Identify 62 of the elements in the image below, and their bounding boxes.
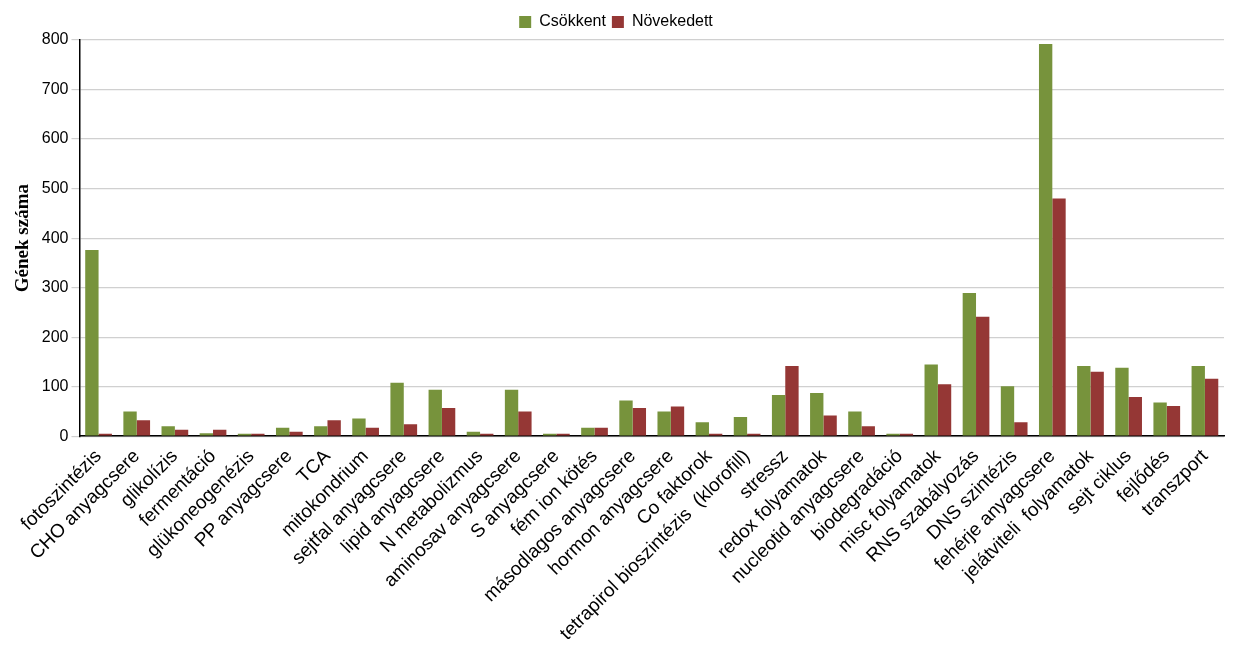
bar	[594, 427, 608, 436]
bar	[937, 384, 952, 436]
bar	[657, 411, 671, 436]
bar	[581, 427, 595, 436]
bar	[810, 393, 824, 436]
bar	[390, 382, 404, 436]
bar	[619, 400, 633, 436]
y-tick-label: 400	[41, 228, 69, 246]
bar	[861, 426, 875, 436]
bar	[924, 364, 938, 436]
bar	[504, 389, 519, 436]
bar	[289, 431, 303, 436]
bar	[1052, 198, 1066, 436]
legend-label: Növekedett	[631, 12, 714, 30]
bar	[1038, 43, 1053, 436]
y-tick-label: 100	[41, 377, 69, 395]
bar	[327, 420, 341, 436]
bar	[1166, 406, 1181, 436]
bar	[1204, 378, 1219, 436]
bar	[466, 431, 481, 436]
legend-label: Csökkent	[539, 12, 607, 30]
bar	[1128, 397, 1142, 436]
bar	[848, 411, 862, 436]
bar	[123, 411, 137, 436]
bar	[962, 293, 977, 436]
bar	[275, 427, 290, 436]
bar	[314, 426, 328, 436]
bar	[161, 426, 175, 436]
bar	[695, 422, 709, 436]
y-tick-label: 500	[41, 178, 69, 196]
bar	[1090, 371, 1104, 436]
bar	[1077, 365, 1091, 436]
bar	[976, 316, 990, 436]
bar	[733, 416, 748, 436]
bar	[771, 395, 786, 436]
bar	[1115, 367, 1129, 436]
bar	[136, 420, 151, 436]
bar	[352, 418, 366, 436]
y-tick-label: 0	[59, 426, 69, 444]
y-tick-label: 300	[41, 278, 69, 296]
bar	[785, 365, 799, 436]
y-tick-label: 800	[41, 30, 69, 48]
bar	[670, 406, 685, 436]
bar	[365, 427, 379, 436]
bar	[1153, 402, 1167, 436]
bar	[441, 407, 456, 436]
y-tick-label: 600	[41, 129, 69, 147]
bar	[428, 389, 442, 436]
bar	[199, 433, 214, 436]
y-tick-label: 700	[41, 79, 69, 97]
bar	[632, 407, 647, 436]
bar	[85, 249, 99, 436]
bar	[518, 411, 532, 436]
bar	[213, 429, 227, 436]
bar	[1191, 365, 1205, 436]
bar	[823, 415, 837, 436]
bar	[403, 424, 418, 436]
bar	[1000, 386, 1015, 436]
bar	[174, 429, 189, 436]
bar	[1014, 422, 1028, 436]
y-axis-title: Gének száma	[11, 183, 33, 293]
y-tick-label: 200	[41, 327, 69, 345]
